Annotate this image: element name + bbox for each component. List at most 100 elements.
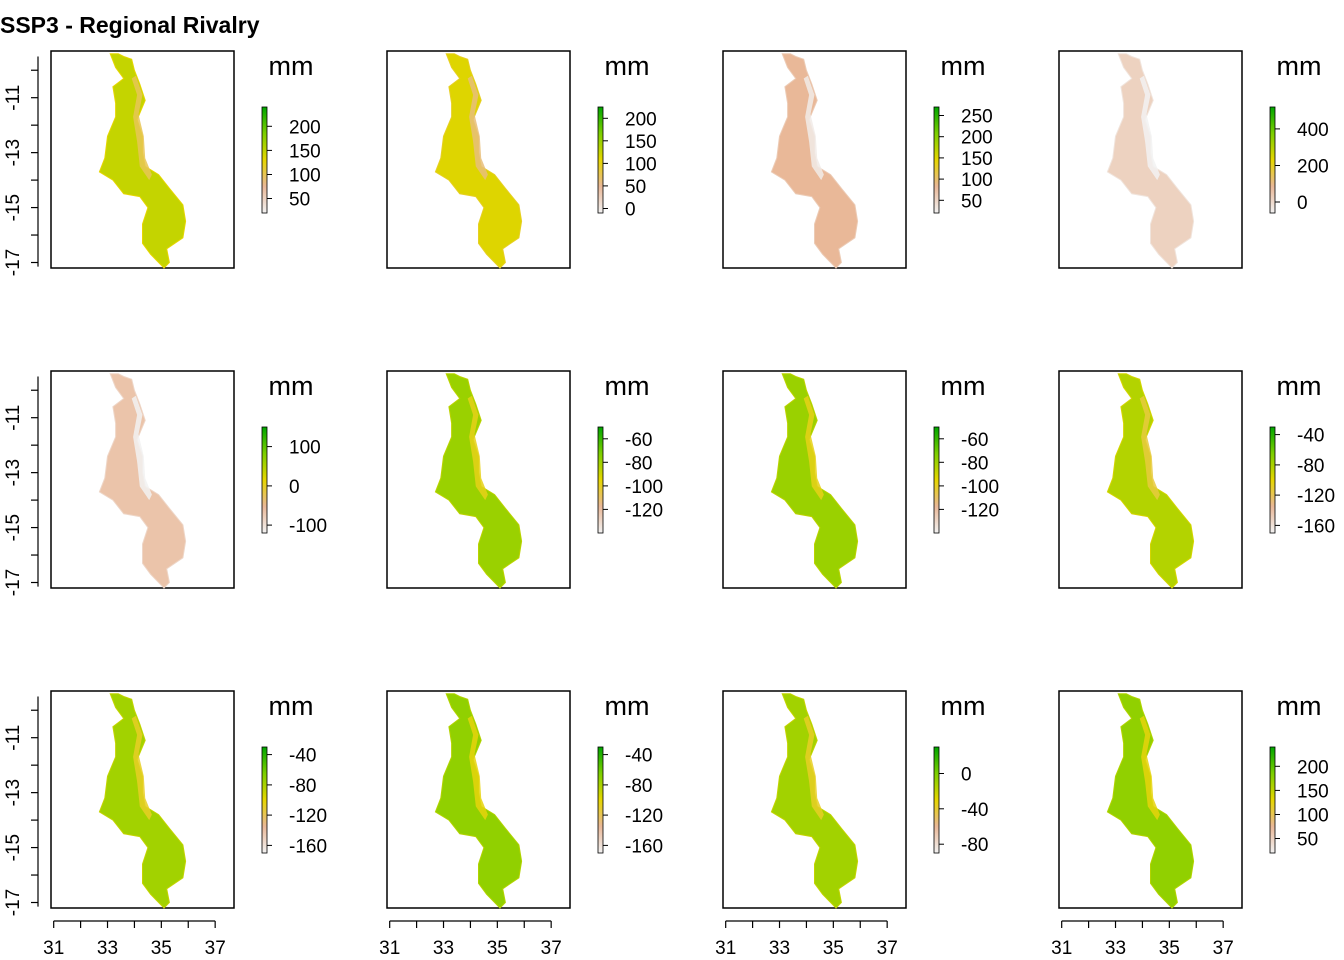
legend-unit-label: mm — [269, 371, 314, 401]
x-tick-label: 35 — [1159, 938, 1180, 959]
legend-unit-label: mm — [605, 691, 650, 721]
map-lake-zone — [803, 395, 824, 501]
map-lake-zone — [467, 75, 488, 181]
x-tick-label: 37 — [205, 938, 226, 959]
legend-tick-label: 50 — [289, 190, 310, 211]
legend-tick-label: -60 — [625, 430, 652, 451]
map-lake-zone — [467, 395, 488, 501]
map-lake-zone — [467, 715, 488, 821]
legend-tick-label: 400 — [1297, 120, 1329, 141]
x-tick-label: 37 — [877, 938, 898, 959]
legend-tick-label: -100 — [961, 477, 999, 498]
figure-title: SSP3 - Regional Rivalry — [0, 12, 260, 38]
x-tick-label: 35 — [151, 938, 172, 959]
legend-tick-label: -80 — [1297, 456, 1324, 477]
legend-tick-label: 50 — [625, 177, 646, 198]
legend-tick-label: 0 — [289, 477, 300, 498]
legend-tick-label: 50 — [1297, 830, 1318, 851]
y-tick-label: -17 — [3, 569, 24, 596]
legend-tick-label: -160 — [1297, 516, 1335, 537]
legend-unit-label: mm — [941, 691, 986, 721]
legend-unit-label: mm — [1277, 371, 1322, 401]
x-tick-label: 31 — [1051, 938, 1072, 959]
x-tick-label: 37 — [541, 938, 562, 959]
legend-color-bar — [1269, 106, 1276, 214]
legend-tick-label: -80 — [961, 453, 988, 474]
legend-tick-label: -80 — [625, 776, 652, 797]
legend-tick-label: 200 — [625, 109, 657, 130]
legend-unit-label: mm — [941, 371, 986, 401]
legend-tick-label: -120 — [625, 500, 663, 521]
map-lake-zone — [803, 75, 824, 181]
legend-tick-label: -40 — [1297, 426, 1324, 447]
legend-tick-label: 0 — [625, 200, 636, 221]
legend-color-bar — [597, 746, 604, 854]
map-panel-4: mm 400 200 0 — [1058, 50, 1329, 269]
legend-color-bar — [1269, 426, 1276, 534]
legend-tick-label: 0 — [961, 765, 972, 786]
legend-tick-label: -120 — [289, 806, 327, 827]
map-panel-12: 31 33 35 37 mm 200 150 100 50 — [1051, 690, 1329, 959]
x-tick-label: 33 — [433, 938, 454, 959]
y-tick-label: -11 — [3, 85, 24, 111]
legend-color-bar — [597, 426, 604, 534]
legend-color-bar — [261, 106, 268, 214]
legend-tick-label: -40 — [961, 800, 988, 821]
x-tick-label: 31 — [715, 938, 736, 959]
legend-unit-label: mm — [269, 51, 314, 81]
legend-tick-label: 150 — [289, 141, 321, 162]
y-tick-label: -13 — [3, 139, 24, 166]
map-lake-zone — [131, 395, 152, 501]
y-tick-label: -11 — [3, 725, 24, 751]
map-panel-7: mm -60-80 -100-120 — [722, 370, 999, 589]
legend-tick-label: -80 — [961, 835, 988, 856]
legend-tick-label: -120 — [625, 806, 663, 827]
legend-tick-label: 200 — [961, 128, 993, 149]
legend-tick-label: -120 — [1297, 486, 1335, 507]
legend-tick-label: 100 — [289, 438, 321, 459]
legend-tick-label: -100 — [625, 477, 663, 498]
map-lake-zone — [1139, 395, 1160, 501]
legend-tick-label: -80 — [289, 776, 316, 797]
legend-color-bar — [261, 746, 268, 854]
legend-color-bar — [933, 746, 940, 854]
legend-tick-label: 150 — [1297, 781, 1329, 802]
y-tick-label: -11 — [3, 405, 24, 431]
legend-tick-label: 200 — [1297, 157, 1329, 178]
legend-unit-label: mm — [269, 691, 314, 721]
x-tick-label: 33 — [1105, 938, 1126, 959]
map-panel-11: 31 33 35 37 mm 0 -40 -80 — [715, 690, 988, 959]
y-tick-label: -17 — [3, 249, 24, 276]
x-tick-label: 31 — [379, 938, 400, 959]
map-lake-zone — [803, 715, 824, 821]
map-panel-1: -11 -13 -15 -17 mm 200 150 100 50 — [3, 50, 321, 276]
legend-tick-label: 50 — [961, 191, 982, 212]
y-tick-label: -17 — [3, 889, 24, 916]
x-tick-label: 33 — [97, 938, 118, 959]
legend-unit-label: mm — [605, 371, 650, 401]
legend-tick-label: -160 — [625, 836, 663, 857]
legend-tick-label: -40 — [625, 746, 652, 767]
y-tick-label: -15 — [3, 834, 24, 861]
legend-tick-label: -100 — [289, 516, 327, 537]
legend-tick-label: -60 — [961, 430, 988, 451]
map-lake-zone — [131, 715, 152, 821]
legend-unit-label: mm — [941, 51, 986, 81]
legend-tick-label: 100 — [625, 154, 657, 175]
map-lake-zone — [1139, 715, 1160, 821]
legend-color-bar — [597, 106, 604, 214]
map-panel-5: -11 -13 -15 -17 mm 100 0 -100 — [3, 370, 327, 596]
legend-color-bar — [261, 426, 268, 534]
legend-tick-label: -40 — [289, 746, 316, 767]
x-tick-label: 35 — [823, 938, 844, 959]
map-lake-zone — [131, 75, 152, 181]
x-tick-label: 31 — [43, 938, 64, 959]
legend-color-bar — [933, 426, 940, 534]
y-tick-label: -13 — [3, 779, 24, 806]
map-panel-6: mm -60-80 -100-120 — [386, 370, 663, 589]
x-tick-label: 35 — [487, 938, 508, 959]
legend-tick-label: 250 — [961, 107, 993, 128]
legend-tick-label: 100 — [1297, 806, 1329, 827]
